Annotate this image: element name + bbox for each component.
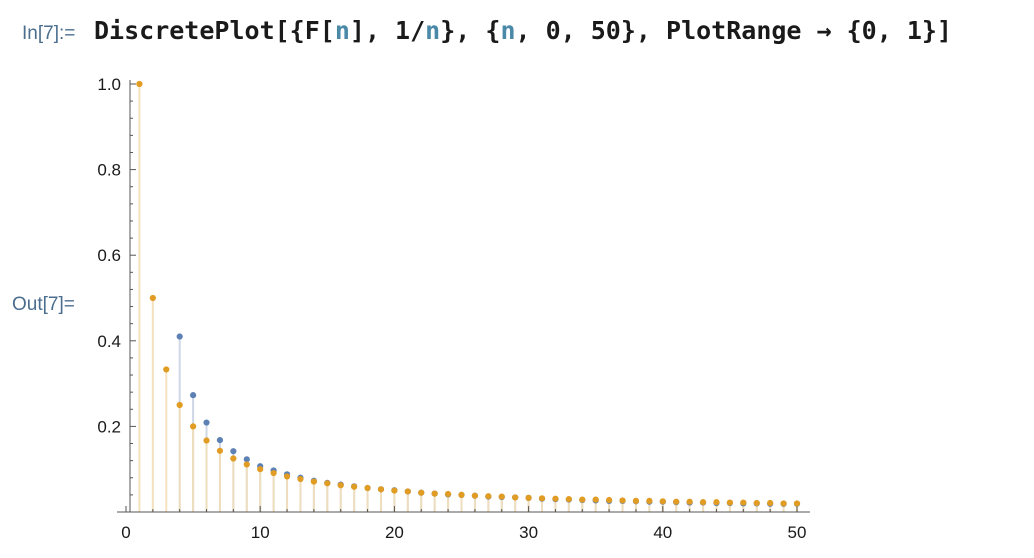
- data-point: [538, 495, 546, 502]
- expression-variable: n: [425, 16, 441, 45]
- data-point: [391, 487, 398, 494]
- data-point: [364, 484, 371, 492]
- data-point: [270, 469, 277, 477]
- data-point: [216, 447, 224, 454]
- y-tick-label: 0.4: [97, 332, 121, 351]
- data-point: [471, 492, 479, 499]
- data-point: [740, 499, 747, 506]
- expression-text: , 0, 50}, PlotRange → {0, 1}]: [515, 16, 953, 45]
- data-point: [444, 490, 452, 498]
- data-point: [163, 366, 170, 373]
- data-point: [310, 478, 317, 485]
- data-point: [579, 496, 586, 503]
- data-point: [136, 80, 143, 88]
- x-tick-label: 30: [519, 523, 538, 542]
- data-point: [297, 475, 304, 483]
- data-point: [377, 486, 385, 493]
- data-point: [418, 489, 425, 496]
- data-point: [646, 497, 653, 504]
- data-point: [243, 456, 250, 463]
- data-point: [619, 497, 626, 504]
- y-tick-label: 0.8: [97, 161, 121, 180]
- input-cell-label: In[7]:=: [22, 23, 76, 44]
- data-point: [793, 500, 801, 507]
- data-point: [780, 500, 787, 507]
- data-point: [606, 496, 613, 504]
- data-point: [337, 482, 344, 489]
- data-point: [592, 496, 599, 503]
- data-point: [351, 483, 358, 490]
- data-point: [498, 493, 505, 500]
- data-point: [216, 436, 224, 444]
- expression-variable: n: [500, 16, 516, 45]
- data-point: [190, 392, 197, 399]
- x-tick-label: 0: [121, 523, 130, 542]
- data-point: [726, 499, 734, 506]
- data-point: [458, 491, 465, 498]
- data-point: [485, 493, 492, 500]
- data-point: [632, 497, 640, 504]
- y-tick-label: 1.0: [97, 75, 121, 94]
- data-point: [243, 461, 250, 468]
- y-tick-label: 0.6: [97, 246, 121, 265]
- y-tick-label: 0.2: [97, 417, 121, 436]
- expression-text: ], 1/: [349, 16, 426, 45]
- data-point: [149, 294, 156, 302]
- data-point: [552, 495, 559, 502]
- data-point: [713, 499, 720, 506]
- data-point: [203, 419, 210, 426]
- data-point: [230, 448, 237, 455]
- x-tick-label: 40: [653, 523, 672, 542]
- data-point: [203, 437, 210, 444]
- data-point: [659, 498, 666, 505]
- data-point: [431, 490, 438, 497]
- data-point: [512, 494, 519, 501]
- x-tick-label: 10: [251, 523, 270, 542]
- data-point: [673, 498, 680, 505]
- data-point: [525, 494, 532, 501]
- expression-variable: n: [334, 16, 350, 45]
- data-point: [176, 333, 183, 340]
- data-point: [190, 423, 197, 430]
- data-point: [686, 498, 693, 505]
- data-point: [753, 499, 760, 507]
- data-point: [565, 496, 572, 503]
- data-point: [767, 499, 774, 507]
- input-expression[interactable]: DiscretePlot[{F[n], 1/n}, {n, 0, 50}, Pl…: [94, 16, 952, 45]
- data-point: [257, 466, 264, 473]
- data-point: [404, 488, 411, 495]
- expression-text: }, {: [440, 16, 501, 45]
- data-point: [699, 499, 707, 506]
- x-tick-label: 50: [788, 523, 807, 542]
- data-point: [176, 401, 183, 409]
- output-cell-label: Out[7]=: [12, 294, 75, 315]
- data-point: [283, 473, 291, 480]
- x-tick-label: 20: [385, 523, 404, 542]
- data-point: [324, 480, 331, 487]
- data-point: [230, 455, 237, 462]
- expression-text: DiscretePlot[{F[: [94, 16, 335, 45]
